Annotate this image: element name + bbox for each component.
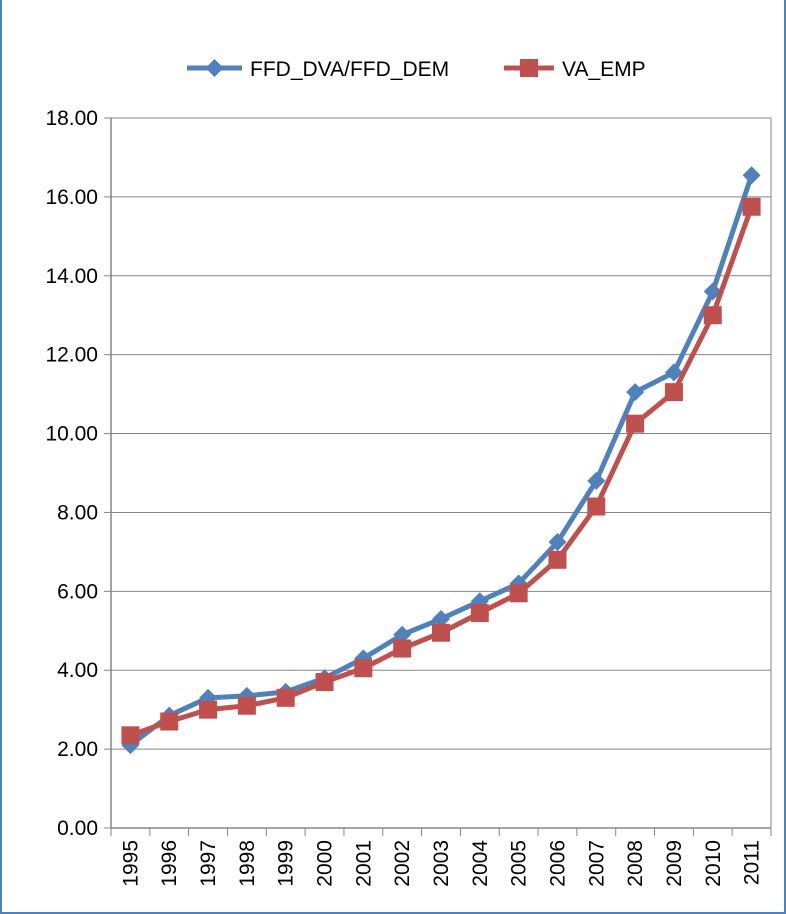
x-tick-label-1995: 1995 [119,840,142,887]
data-point-1-2003 [432,623,450,642]
data-point-1-1998 [237,696,256,715]
series-1 [121,197,761,745]
y-axis: 0.00 2.00 4.00 6.00 8.00 10.00 12.00 14.00 16.00… [45,107,112,840]
x-tick-label-2010: 2010 [702,840,725,887]
x-tick-label-2002: 2002 [391,840,414,887]
y-tick-label-4: 8.00 [57,501,98,524]
data-point-0-2011 [742,166,761,185]
data-point-1-2001 [354,659,373,678]
x-tick-label-2003: 2003 [430,840,453,887]
series-0 [121,166,761,755]
data-point-0-2006 [548,533,567,552]
legend-item-0: FFD_DVA/FFD_DEM [187,58,449,81]
legend-label-0: FFD_DVA/FFD_DEM [250,58,449,81]
legend: FFD_DVA/FFD_DEM VA_EMP [187,58,646,81]
y-tick-label-7: 14.00 [45,265,98,288]
data-point-1-1997 [199,700,218,719]
x-tick-label-2005: 2005 [508,840,531,887]
y-tick-label-5: 10.00 [45,423,98,446]
data-point-0-2003 [432,609,450,628]
x-tick-label-2004: 2004 [469,840,492,887]
x-tick-label-2000: 2000 [314,840,337,887]
series-line-1 [129,205,754,738]
data-point-0-2007 [587,471,606,490]
y-tick-label-3: 6.00 [57,580,98,603]
x-tick-label-2011: 2011 [741,840,764,885]
data-point-0-2002 [393,625,412,644]
legend-label-1: VA_EMP [562,58,646,81]
x-tick-label-2001: 2001 [352,840,375,887]
data-point-1-2004 [470,604,489,623]
x-tick-label-2008: 2008 [624,840,647,887]
legend-swatch-marker-0 [205,59,224,77]
x-tick-label-1997: 1997 [197,840,220,887]
x-tick-label-2006: 2006 [546,840,569,887]
data-point-0-2009 [664,363,683,382]
data-point-1-2002 [393,639,412,658]
y-tick-label-0: 0.00 [57,817,98,840]
y-tick-label-6: 12.00 [45,344,98,367]
data-point-1-1995 [121,726,140,745]
data-point-1-2007 [587,497,606,516]
data-point-1-2011 [742,197,761,216]
x-tick-label-1999: 1999 [275,840,298,887]
data-point-1-2010 [703,306,722,325]
series-layer [121,166,761,755]
data-point-1-2000 [315,673,334,692]
y-tick-label-1: 2.00 [57,738,98,761]
data-point-0-2008 [626,383,645,402]
data-point-1-1999 [276,688,295,707]
legend-item-1: VA_EMP [504,58,646,81]
y-tick-label-8: 16.00 [45,186,98,209]
series-line-0 [128,174,754,748]
x-axis: 1995 1996 1997 1998 1999 2000 2001 2002 2003 2004… [110,827,772,887]
x-tick-label-1998: 1998 [236,840,259,887]
data-point-1-2006 [548,550,567,569]
gridlines [111,117,772,828]
y-tick-label-9: 18.00 [45,107,98,130]
data-point-1-2008 [626,414,645,433]
data-point-1-1996 [160,712,179,731]
x-tick-label-2009: 2009 [663,840,686,887]
data-point-1-2009 [664,383,683,402]
x-tick-label-2007: 2007 [585,840,608,887]
legend-swatch-marker-1 [520,59,538,77]
data-point-1-2005 [509,584,528,603]
y-tick-label-2: 4.00 [57,659,98,682]
x-tick-label-1996: 1996 [158,840,181,887]
